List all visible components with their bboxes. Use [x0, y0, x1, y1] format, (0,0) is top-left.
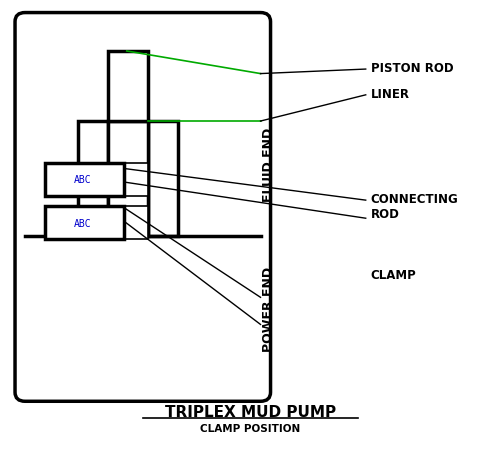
- Text: LINER: LINER: [371, 88, 410, 101]
- Text: FLUID END: FLUID END: [262, 128, 275, 202]
- FancyBboxPatch shape: [148, 122, 178, 237]
- FancyBboxPatch shape: [45, 207, 124, 240]
- Text: CONNECTING: CONNECTING: [371, 193, 458, 206]
- FancyBboxPatch shape: [78, 122, 108, 237]
- FancyBboxPatch shape: [108, 163, 148, 196]
- Text: TRIPLEX MUD PUMP: TRIPLEX MUD PUMP: [165, 404, 336, 419]
- Text: ABC: ABC: [74, 175, 92, 184]
- FancyBboxPatch shape: [45, 163, 124, 196]
- Text: CLAMP: CLAMP: [371, 269, 416, 281]
- Text: ABC: ABC: [74, 218, 92, 228]
- Text: POWER END: POWER END: [262, 267, 275, 351]
- FancyBboxPatch shape: [108, 207, 148, 240]
- Text: PISTON ROD: PISTON ROD: [371, 62, 453, 75]
- FancyBboxPatch shape: [15, 14, 271, 401]
- Text: CLAMP POSITION: CLAMP POSITION: [200, 423, 301, 433]
- FancyBboxPatch shape: [108, 52, 148, 122]
- FancyBboxPatch shape: [108, 122, 148, 237]
- Text: ROD: ROD: [371, 208, 400, 221]
